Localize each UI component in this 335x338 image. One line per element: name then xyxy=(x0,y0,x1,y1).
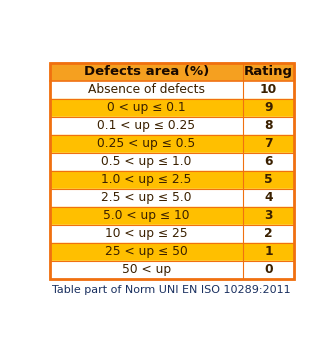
Bar xyxy=(51,135,293,153)
Bar xyxy=(51,243,293,261)
Bar xyxy=(51,99,293,117)
Text: 10 < up ≤ 25: 10 < up ≤ 25 xyxy=(105,227,188,240)
Text: 6: 6 xyxy=(264,155,273,168)
Bar xyxy=(51,153,293,171)
Text: Absence of defects: Absence of defects xyxy=(88,83,205,96)
Text: Table part of Norm UNI EN ISO 10289:2011: Table part of Norm UNI EN ISO 10289:2011 xyxy=(52,285,291,295)
Text: 50 < up: 50 < up xyxy=(122,263,171,276)
Bar xyxy=(51,81,293,99)
Text: 0.5 < up ≤ 1.0: 0.5 < up ≤ 1.0 xyxy=(101,155,192,168)
Text: 3: 3 xyxy=(264,209,273,222)
Text: Rating: Rating xyxy=(244,65,293,78)
Text: 7: 7 xyxy=(264,137,273,150)
Text: 5: 5 xyxy=(264,173,273,186)
Bar xyxy=(51,171,293,189)
Text: 0 < up ≤ 0.1: 0 < up ≤ 0.1 xyxy=(107,101,186,114)
Text: 25 < up ≤ 50: 25 < up ≤ 50 xyxy=(105,245,188,258)
Bar xyxy=(50,63,294,279)
Text: 0.25 < up ≤ 0.5: 0.25 < up ≤ 0.5 xyxy=(97,137,196,150)
Text: 1.0 < up ≤ 2.5: 1.0 < up ≤ 2.5 xyxy=(101,173,192,186)
Text: 5.0 < up ≤ 10: 5.0 < up ≤ 10 xyxy=(103,209,190,222)
Text: Defects area (%): Defects area (%) xyxy=(84,65,209,78)
Text: 0: 0 xyxy=(264,263,273,276)
Text: 2.5 < up ≤ 5.0: 2.5 < up ≤ 5.0 xyxy=(101,191,192,204)
Bar xyxy=(50,63,294,81)
Bar xyxy=(50,63,294,279)
Bar xyxy=(51,207,293,225)
Text: 8: 8 xyxy=(264,119,273,132)
Text: 4: 4 xyxy=(264,191,273,204)
Text: 1: 1 xyxy=(264,245,273,258)
Text: 2: 2 xyxy=(264,227,273,240)
Bar xyxy=(51,189,293,207)
Text: 9: 9 xyxy=(264,101,273,114)
Bar xyxy=(51,261,293,279)
Text: 10: 10 xyxy=(260,83,277,96)
Bar xyxy=(51,117,293,135)
Bar xyxy=(51,225,293,243)
Text: 0.1 < up ≤ 0.25: 0.1 < up ≤ 0.25 xyxy=(97,119,195,132)
